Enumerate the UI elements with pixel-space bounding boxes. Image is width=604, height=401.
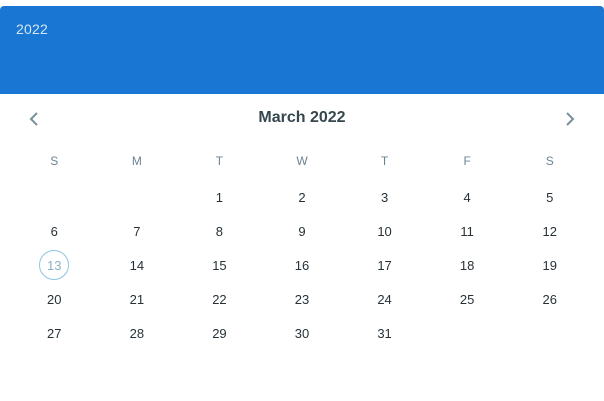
day-cell[interactable]: 2 bbox=[261, 180, 344, 214]
day-cell[interactable]: 26 bbox=[508, 282, 591, 316]
day-number: 26 bbox=[542, 291, 557, 307]
weekday-label: F bbox=[463, 154, 471, 168]
day-number: 1 bbox=[215, 189, 224, 205]
day-number: 23 bbox=[294, 291, 310, 307]
day-cell[interactable]: 12 bbox=[508, 214, 591, 248]
day-number: 29 bbox=[212, 325, 227, 341]
day-cell[interactable]: 10 bbox=[343, 214, 426, 248]
day-number: 10 bbox=[377, 223, 392, 239]
day-number: 11 bbox=[460, 223, 474, 239]
day-number: 6 bbox=[50, 223, 58, 239]
weekday-label: T bbox=[380, 154, 389, 168]
weekday-label: M bbox=[131, 154, 142, 168]
day-number: 27 bbox=[47, 325, 62, 341]
day-cell[interactable]: 31 bbox=[343, 316, 426, 350]
day-cell[interactable]: 17 bbox=[343, 248, 426, 282]
day-number: 24 bbox=[377, 291, 392, 307]
day-cell-today[interactable]: 13 bbox=[13, 248, 96, 282]
day-cell[interactable]: 18 bbox=[426, 248, 509, 282]
day-number: 21 bbox=[129, 291, 145, 307]
day-cell[interactable]: 30 bbox=[261, 316, 344, 350]
day-cell[interactable]: 9 bbox=[261, 214, 344, 248]
day-cell[interactable]: 4 bbox=[426, 180, 509, 214]
day-number: 30 bbox=[294, 325, 310, 341]
day-cell[interactable]: 24 bbox=[343, 282, 426, 316]
day-cell[interactable]: 8 bbox=[178, 214, 261, 248]
day-cell[interactable]: 23 bbox=[261, 282, 344, 316]
day-number: 16 bbox=[294, 257, 310, 273]
day-cell[interactable]: 6 bbox=[13, 214, 96, 248]
prev-month-button[interactable] bbox=[23, 108, 45, 130]
day-cell[interactable]: 16 bbox=[261, 248, 344, 282]
day-cell[interactable]: 11 bbox=[426, 214, 509, 248]
day-cell[interactable]: 1 bbox=[178, 180, 261, 214]
day-number: 12 bbox=[542, 223, 557, 239]
day-cell[interactable]: 20 bbox=[13, 282, 96, 316]
chevron-left-icon bbox=[29, 112, 38, 126]
day-number: 19 bbox=[542, 257, 557, 273]
day-cell[interactable]: 3 bbox=[343, 180, 426, 214]
day-number: 5 bbox=[546, 189, 554, 205]
month-title: March 2022 bbox=[258, 109, 346, 126]
empty-day-cell bbox=[96, 180, 179, 214]
day-number: 8 bbox=[215, 223, 224, 239]
day-number: 25 bbox=[459, 291, 475, 307]
day-cell[interactable]: 14 bbox=[96, 248, 179, 282]
day-number: 3 bbox=[380, 189, 389, 205]
day-number: 9 bbox=[298, 223, 306, 239]
day-cell[interactable]: 5 bbox=[508, 180, 591, 214]
day-number: 31 bbox=[377, 325, 392, 341]
year-label[interactable]: 2022 bbox=[16, 21, 48, 37]
weekday-header-row: S M T W T F S bbox=[13, 152, 591, 170]
day-number: 17 bbox=[377, 257, 392, 273]
day-cell[interactable]: 29 bbox=[178, 316, 261, 350]
day-grid: 1 2 3 4 5 6 7 8 9 10 11 12 13 14 15 16 17 18 19 20 21 22 23 24 2… bbox=[13, 180, 591, 350]
day-cell[interactable]: 19 bbox=[508, 248, 591, 282]
day-number: 15 bbox=[212, 257, 227, 273]
day-cell[interactable]: 7 bbox=[96, 214, 179, 248]
chevron-right-icon bbox=[566, 112, 575, 126]
day-number: 18 bbox=[459, 257, 475, 273]
day-cell[interactable]: 21 bbox=[96, 282, 179, 316]
picker-header: 2022 bbox=[0, 6, 604, 94]
weekday-label: T bbox=[215, 154, 224, 168]
weekday-label: W bbox=[296, 154, 308, 168]
empty-day-cell bbox=[13, 180, 96, 214]
day-number: 14 bbox=[129, 257, 145, 273]
weekday-label: S bbox=[50, 154, 59, 168]
day-cell[interactable]: 15 bbox=[178, 248, 261, 282]
day-number: 20 bbox=[47, 291, 62, 307]
day-number: 4 bbox=[463, 189, 471, 205]
day-cell[interactable]: 25 bbox=[426, 282, 509, 316]
day-cell[interactable]: 22 bbox=[178, 282, 261, 316]
day-number: 2 bbox=[298, 189, 306, 205]
weekday-label: S bbox=[545, 154, 554, 168]
day-number: 7 bbox=[133, 223, 141, 239]
day-number: 22 bbox=[212, 291, 227, 307]
day-number: 13 bbox=[39, 250, 70, 280]
day-cell[interactable]: 27 bbox=[13, 316, 96, 350]
day-number: 28 bbox=[129, 325, 145, 341]
next-month-button[interactable] bbox=[559, 108, 581, 130]
day-cell[interactable]: 28 bbox=[96, 316, 179, 350]
